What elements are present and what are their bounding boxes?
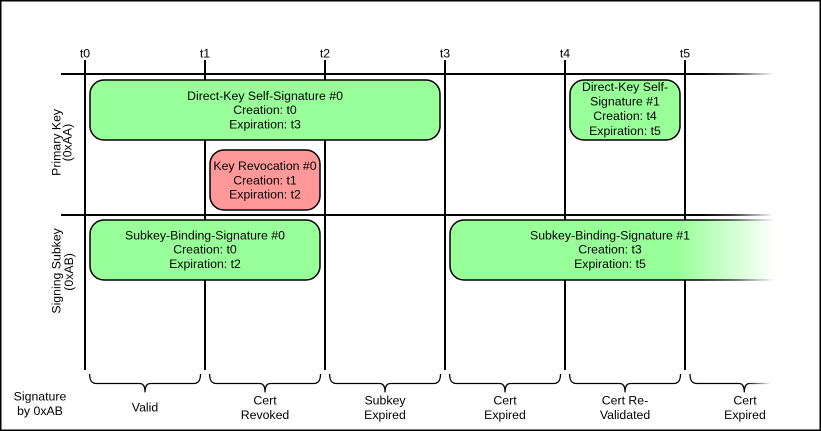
svg-text:t0: t0 bbox=[80, 47, 90, 61]
svg-text:Valid: Valid bbox=[132, 401, 159, 415]
svg-text:t4: t4 bbox=[560, 47, 570, 61]
svg-text:Expiration: t5: Expiration: t5 bbox=[589, 124, 661, 138]
svg-text:(0xAB): (0xAB) bbox=[62, 253, 76, 291]
svg-text:Expired: Expired bbox=[364, 408, 406, 422]
svg-text:Creation: t0: Creation: t0 bbox=[173, 243, 237, 257]
svg-text:Creation: t0: Creation: t0 bbox=[233, 103, 297, 117]
svg-text:Revoked: Revoked bbox=[241, 408, 290, 422]
svg-text:Expiration: t3: Expiration: t3 bbox=[229, 118, 301, 132]
svg-text:t5: t5 bbox=[680, 47, 690, 61]
svg-text:Signing Subkey: Signing Subkey bbox=[50, 227, 64, 313]
svg-text:Expiration: t2: Expiration: t2 bbox=[229, 188, 301, 202]
svg-text:Subkey-Binding-Signature #1: Subkey-Binding-Signature #1 bbox=[530, 228, 690, 242]
svg-text:Expiration: t2: Expiration: t2 bbox=[169, 257, 241, 271]
svg-text:Key Revocation #0: Key Revocation #0 bbox=[213, 159, 316, 173]
svg-text:Subkey-Binding-Signature #0: Subkey-Binding-Signature #0 bbox=[125, 228, 285, 242]
svg-text:Cert: Cert bbox=[253, 394, 277, 408]
svg-text:Subkey: Subkey bbox=[364, 394, 406, 408]
svg-text:t2: t2 bbox=[320, 47, 330, 61]
svg-text:Validated: Validated bbox=[600, 408, 651, 422]
svg-text:Creation: t3: Creation: t3 bbox=[578, 243, 642, 257]
svg-text:Cert: Cert bbox=[493, 394, 517, 408]
svg-text:Primary Key: Primary Key bbox=[49, 108, 63, 176]
svg-text:by 0xAB: by 0xAB bbox=[17, 404, 63, 418]
svg-text:Creation: t1: Creation: t1 bbox=[233, 173, 297, 187]
svg-text:Expired: Expired bbox=[724, 408, 766, 422]
svg-text:Creation: t4: Creation: t4 bbox=[593, 109, 657, 123]
svg-text:Signature: Signature bbox=[14, 389, 67, 403]
svg-text:t1: t1 bbox=[200, 47, 210, 61]
svg-text:Direct-Key Self-Signature #0: Direct-Key Self-Signature #0 bbox=[187, 89, 343, 103]
svg-text:Expired: Expired bbox=[484, 408, 526, 422]
svg-text:Cert: Cert bbox=[733, 394, 757, 408]
svg-text:Signature #1: Signature #1 bbox=[590, 95, 660, 109]
svg-text:(0xAA): (0xAA) bbox=[60, 124, 74, 162]
svg-text:t3: t3 bbox=[440, 47, 450, 61]
svg-text:Direct-Key Self-: Direct-Key Self- bbox=[582, 80, 668, 94]
svg-text:Expiration: t5: Expiration: t5 bbox=[574, 257, 646, 271]
svg-text:Cert Re-: Cert Re- bbox=[602, 394, 648, 408]
